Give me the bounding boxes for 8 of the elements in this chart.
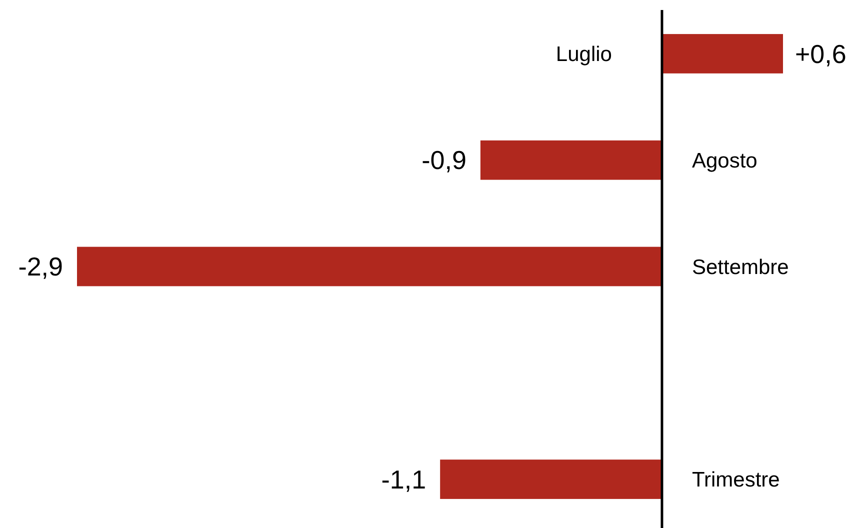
y-tick-label: Luglio <box>556 43 612 66</box>
data-label: +0,6 <box>795 38 846 69</box>
y-tick-label: Agosto <box>692 149 758 172</box>
data-label: -1,1 <box>381 464 426 494</box>
y-tick-label: Settembre <box>692 256 789 279</box>
data-label: -2,9 <box>18 252 63 282</box>
data-label: -0,9 <box>422 145 466 176</box>
y-tick-label: Trimestre <box>692 468 780 492</box>
